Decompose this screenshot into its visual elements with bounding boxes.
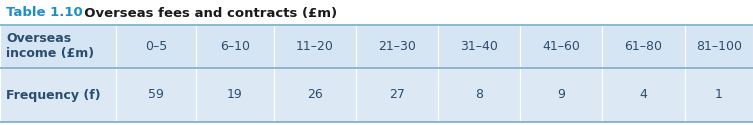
Text: 4: 4 — [639, 88, 648, 102]
Text: 26: 26 — [307, 88, 323, 102]
Text: 59: 59 — [148, 88, 164, 102]
Bar — [438, 25, 520, 68]
Text: 11–20: 11–20 — [296, 40, 334, 53]
Text: 41–60: 41–60 — [542, 40, 580, 53]
Bar — [274, 25, 356, 68]
Bar — [602, 68, 685, 122]
Text: 81–100: 81–100 — [696, 40, 742, 53]
Bar — [356, 68, 438, 122]
Bar — [520, 68, 602, 122]
Bar — [196, 68, 274, 122]
Text: 31–40: 31–40 — [460, 40, 498, 53]
Text: Overseas fees and contracts (£m): Overseas fees and contracts (£m) — [75, 6, 337, 20]
Bar — [685, 25, 753, 68]
Text: 61–80: 61–80 — [624, 40, 663, 53]
Bar — [274, 68, 356, 122]
Text: Frequency (f): Frequency (f) — [6, 88, 101, 102]
Text: 6–10: 6–10 — [220, 40, 250, 53]
Text: 8: 8 — [475, 88, 483, 102]
Text: 19: 19 — [227, 88, 243, 102]
Text: Table 1.10: Table 1.10 — [6, 6, 83, 20]
Bar — [520, 25, 602, 68]
Bar — [356, 25, 438, 68]
Text: 0–5: 0–5 — [145, 40, 167, 53]
Text: 27: 27 — [389, 88, 405, 102]
Bar — [116, 68, 196, 122]
Bar — [685, 68, 753, 122]
Bar — [0, 25, 116, 68]
Bar — [196, 25, 274, 68]
Bar — [0, 68, 116, 122]
Text: 1: 1 — [715, 88, 723, 102]
Text: 21–30: 21–30 — [378, 40, 416, 53]
Bar — [438, 68, 520, 122]
Text: Overseas
income (£m): Overseas income (£m) — [6, 32, 94, 60]
Text: 9: 9 — [557, 88, 565, 102]
Bar — [116, 25, 196, 68]
Bar — [602, 25, 685, 68]
